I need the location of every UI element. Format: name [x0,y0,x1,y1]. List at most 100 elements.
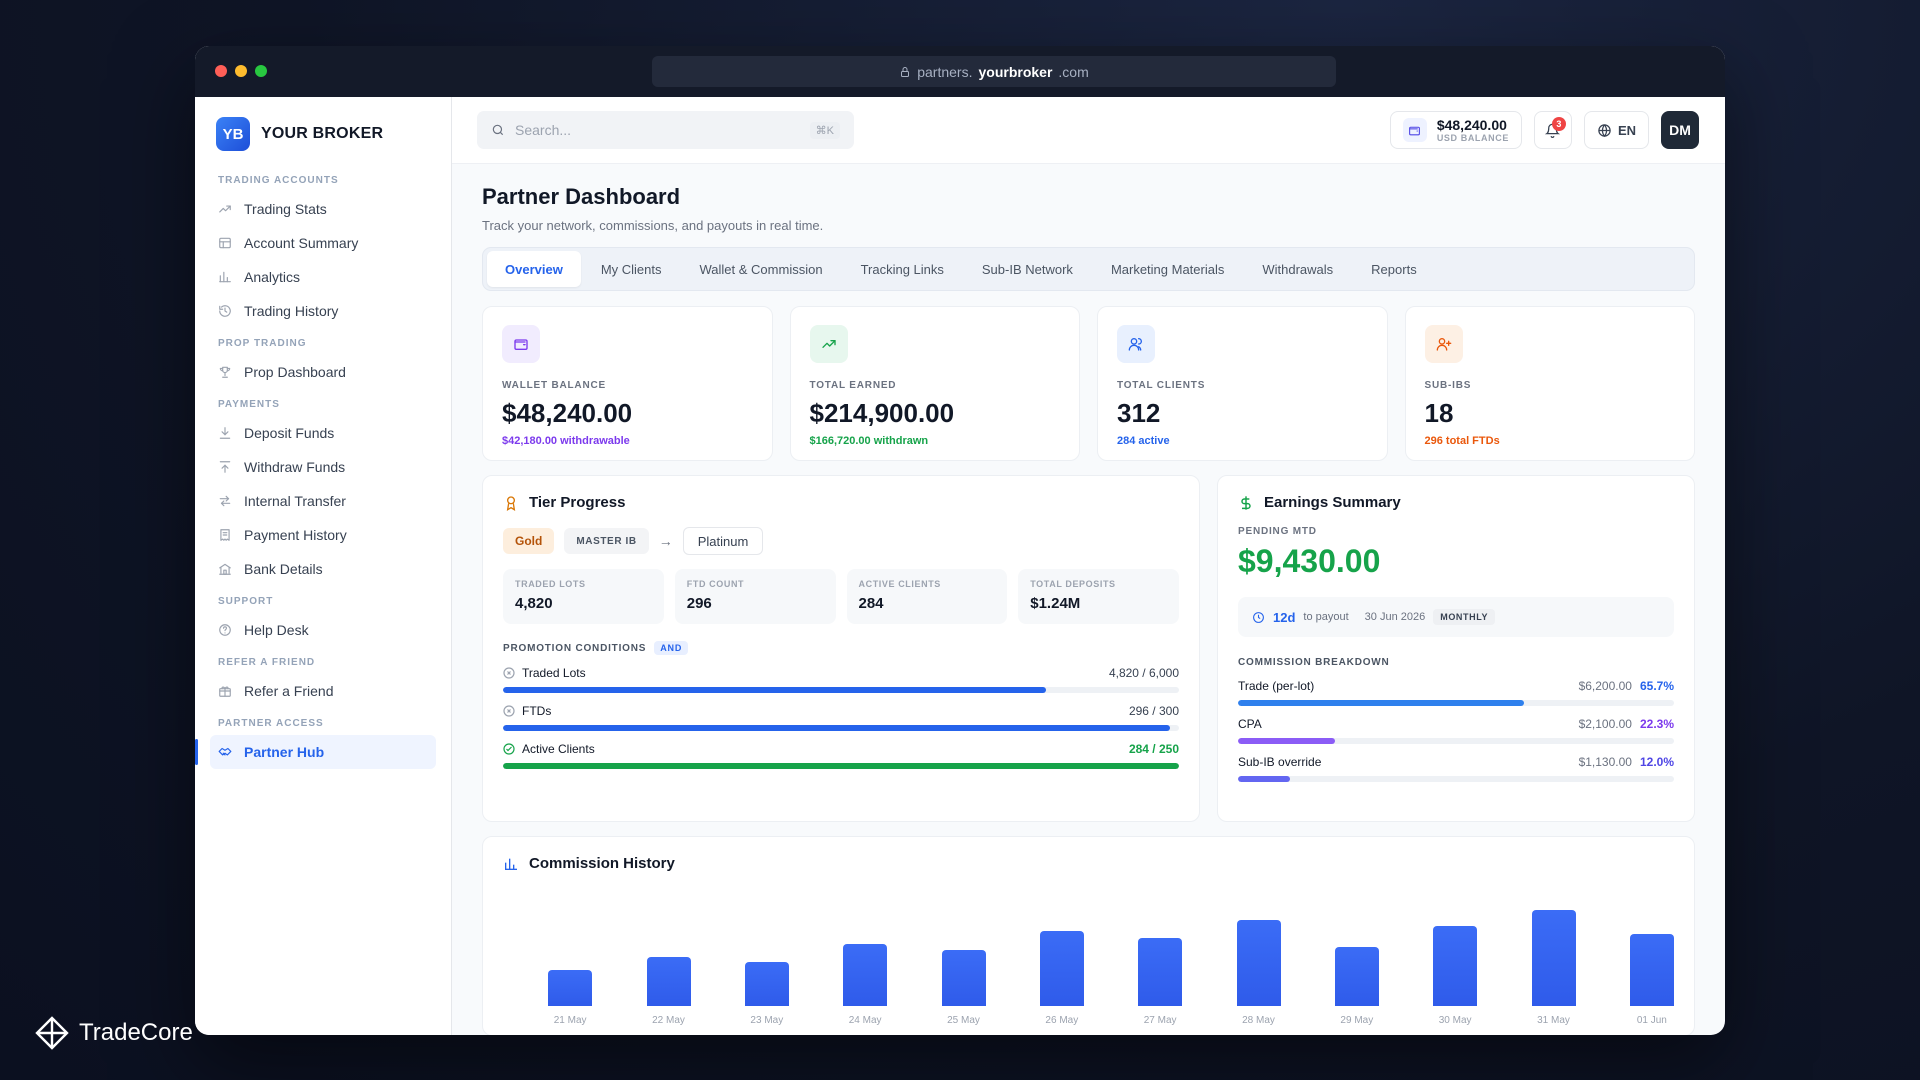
chart-x-label: 27 May [1143,1015,1177,1026]
tab-my-clients[interactable]: My Clients [600,261,662,277]
stat-card-wallet-balance: WALLET BALANCE $48,240.00 $42,180.00 withd… [482,306,773,461]
earnings-summary-header: Earnings Summary [1238,494,1674,511]
metric-label: FTD COUNT [686,579,745,589]
sidebar-item-label: Bank Details [244,561,323,577]
sidebar-item-trading-history[interactable]: Trading History [210,294,436,328]
payout-cycle-badge: MONTHLY [1433,609,1496,625]
breakdown-progress-fill [1238,738,1336,744]
sidebar-item-prop-dashboard[interactable]: Prop Dashboard [210,355,436,389]
chart-x-label: 28 May [1242,1015,1275,1026]
chart-bar [744,962,789,1006]
earnings-summary-panel: Earnings Summary PENDING MTD $9,430.00 1… [1217,475,1695,822]
chart-bar [1138,937,1183,1006]
stat-label: TOTAL EARNED [809,380,897,391]
condition-progress-track [503,763,1179,769]
tier-metric: TRADED LOTS 4,820 [503,569,664,624]
sidebar-item-refer-a-friend[interactable]: Refer a Friend [210,674,436,708]
sidebar-item-payment-history[interactable]: Payment History [210,518,436,552]
trending-up-icon [809,325,848,363]
chart-x-label: 26 May [1045,1015,1079,1026]
nav-section-title: TRADING ACCOUNTS [218,175,339,186]
topbar-actions: $48,240.00 USD BALANCE 3 EN DM [1389,111,1699,149]
dollar-icon [1241,495,1251,510]
stat-note: 284 active [1117,435,1170,447]
bank-icon [218,562,232,576]
sidebar-nav: TRADING ACCOUNTS Trading Stats Account Sum… [195,175,436,769]
sidebar-item-label: Account Summary [244,235,359,251]
tab-tracking-links[interactable]: Tracking Links [860,261,944,277]
sidebar-item-deposit-funds[interactable]: Deposit Funds [210,416,436,450]
brand-logo: YB [216,117,250,151]
language-button[interactable]: EN [1583,111,1649,149]
stat-value: $214,900.00 [809,398,955,428]
tab-marketing-materials[interactable]: Marketing Materials [1110,261,1225,277]
breakdown-percent: 12.0% [1639,755,1674,769]
bar-chart-icon [505,858,517,870]
condition-row: Traded Lots 4,820 / 6,000 [503,666,1179,693]
condition-label: Active Clients [522,742,595,756]
sidebar-item-help-desk[interactable]: Help Desk [210,613,436,647]
commission-history-panel: Commission History 21 May 22 May 23 May 24 … [482,836,1695,1035]
sidebar-item-analytics[interactable]: Analytics [210,260,436,294]
sidebar-item-label: Trading History [244,303,339,319]
stat-value: 312 [1117,398,1161,428]
condition-label: Traded Lots [522,666,586,680]
sidebar: YB YOUR BROKER TRADING ACCOUNTS Trading S… [195,97,452,1035]
current-tier-badge: Gold [503,528,555,554]
sidebar-item-internal-transfer[interactable]: Internal Transfer [210,484,436,518]
upload-icon [218,460,232,474]
sidebar-item-account-summary[interactable]: Account Summary [210,226,436,260]
condition-header: FTDs 296 / 300 [503,704,1179,718]
tier-progress-header: Tier Progress [503,494,1179,511]
balance-amount: $48,240.00 [1436,116,1507,133]
tab-reports[interactable]: Reports [1371,261,1417,277]
clock-icon [1253,611,1264,623]
avatar[interactable]: DM [1661,111,1699,149]
sidebar-item-bank-details[interactable]: Bank Details [210,552,436,586]
table-icon [218,236,232,250]
sidebar-item-withdraw-funds[interactable]: Withdraw Funds [210,450,436,484]
condition-value: 284 / 250 [1128,742,1179,756]
breakdown-header: Sub-IB override $1,130.00 12.0% [1238,755,1674,769]
tab-withdrawals[interactable]: Withdrawals [1262,261,1334,277]
sidebar-item-label: Partner Hub [244,744,325,760]
user-plus-icon [1424,325,1463,363]
lock-icon [901,66,910,77]
brand[interactable]: YB YOUR BROKER [210,117,436,151]
tier-progress-panel: Tier Progress Gold MASTER IB → Platinum … [482,475,1200,822]
minimize-dot[interactable] [235,65,247,77]
address-bar[interactable]: partners. yourbroker .com [652,56,1336,87]
breakdown-amount: $2,100.00 [1578,717,1632,731]
balance-pill[interactable]: $48,240.00 USD BALANCE [1389,111,1522,149]
trophy-icon [218,365,232,379]
tab-wallet-commission[interactable]: Wallet & Commission [699,261,823,277]
stat-label: TOTAL CLIENTS [1117,380,1206,391]
condition-progress-track [503,687,1179,693]
tradecore-diamond-icon [35,1016,69,1050]
breakdown-row: CPA $2,100.00 22.3% [1238,717,1674,744]
breakdown-label: CPA [1238,717,1262,731]
maximize-dot[interactable] [255,65,267,77]
stat-note: $42,180.00 withdrawable [502,435,630,447]
promotion-conditions: Traded Lots 4,820 / 6,000 FTDs 296 / 300 Act… [503,666,1179,769]
download-icon [218,426,232,440]
transfer-icon [218,494,232,508]
sidebar-item-trading-stats[interactable]: Trading Stats [210,192,436,226]
next-tier-badge: Platinum [682,527,764,555]
tab-sub-ib-network[interactable]: Sub-IB Network [981,261,1073,277]
receipt-icon [218,528,232,542]
payout-date: 30 Jun 2026 [1364,611,1426,623]
search-input[interactable]: Search... ⌘K [477,111,854,149]
close-dot[interactable] [215,65,227,77]
notifications-button[interactable]: 3 [1533,111,1572,149]
balance-label: USD BALANCE [1436,132,1509,143]
metric-label: ACTIVE CLIENTS [858,579,941,589]
role-badge: MASTER IB [564,528,649,554]
globe-icon [1598,123,1611,137]
condition-label: FTDs [522,704,552,718]
tab-overview[interactable]: Overview [487,251,581,287]
breakdown-percent: 65.7% [1639,679,1674,693]
sidebar-item-partner-hub[interactable]: Partner Hub [195,735,436,769]
wallet-icon [1402,118,1427,142]
sidebar-item-label: Deposit Funds [244,425,335,441]
